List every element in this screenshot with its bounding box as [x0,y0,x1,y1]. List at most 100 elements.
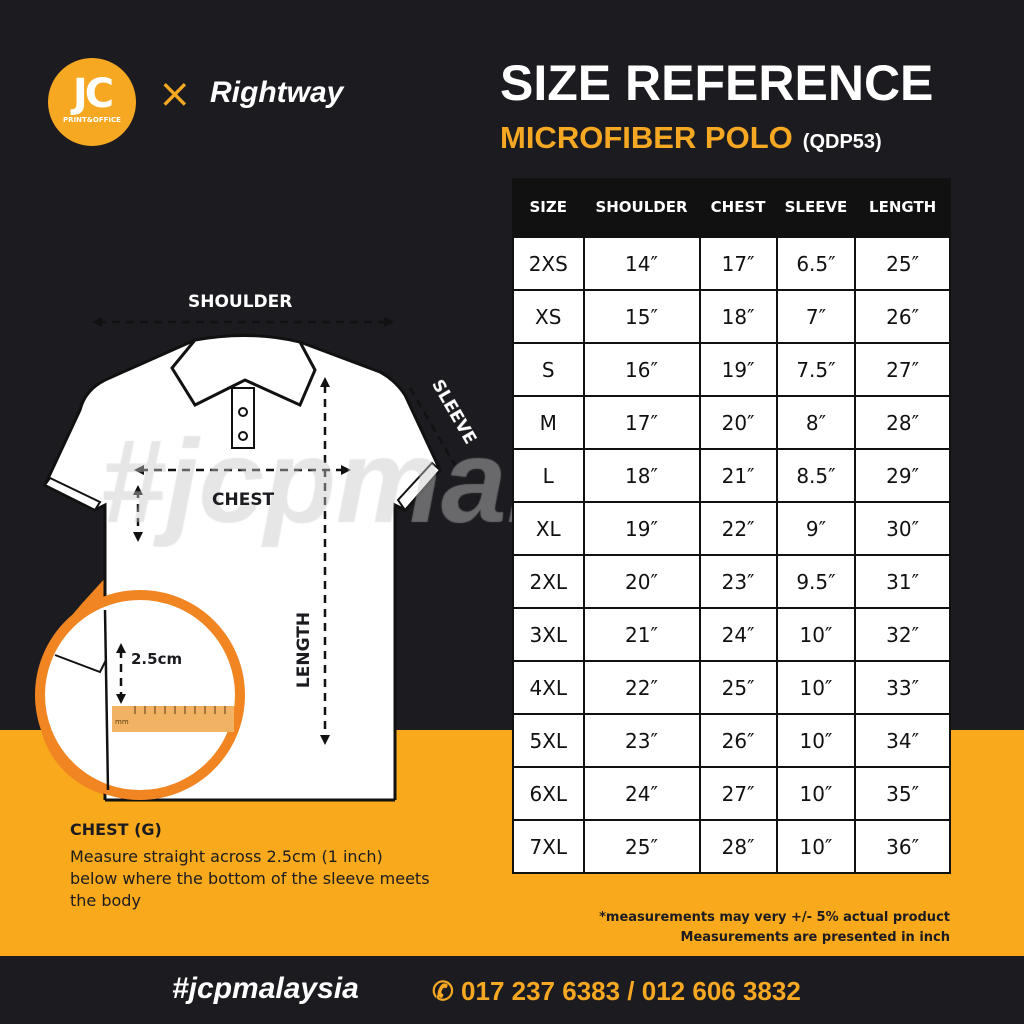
size-cell: 5XL [512,713,585,768]
size-table: SIZE SHOULDER CHEST SLEEVE LENGTH 2XS 14″… [512,178,951,874]
length-cell: 32″ [854,607,951,662]
length-cell: 30″ [854,501,951,556]
sleeve-cell: 9″ [775,501,857,556]
shoulder-cell: 16″ [582,342,701,397]
chest-note-heading: CHEST (G) [70,820,162,839]
shoulder-cell: 18″ [582,448,701,503]
size-cell: 4XL [512,660,585,715]
table-row: 2XS 14″ 17″ 6.5″ 25″ [512,236,951,291]
chest-cell: 17″ [698,236,778,291]
collar [170,333,317,407]
chest-cell: 28″ [698,819,778,874]
shoulder-cell: 15″ [582,289,701,344]
cross-icon: × [158,71,192,117]
col-size: SIZE [529,198,568,216]
product-name: MICROFIBER POLO [500,120,793,155]
shoulder-cell: 20″ [582,554,701,609]
chest-label: CHEST [212,490,275,510]
size-cell: 3XL [512,607,585,662]
partner-logo: Rightway [210,76,344,109]
length-cell: 29″ [854,448,951,503]
size-cell: 7XL [512,819,585,874]
footer-hashtag: #jcpmalaysia [172,972,359,1005]
measurement-notes: *measurements may very +/- 5% actual pro… [599,908,950,948]
length-cell: 27″ [854,342,951,397]
shoulder-cell: 14″ [582,236,701,291]
size-cell: XL [512,501,585,556]
col-chest: CHEST [710,198,766,216]
size-cell: 2XS [512,236,585,291]
table-header: SIZE SHOULDER CHEST SLEEVE LENGTH [513,178,950,237]
chest-cell: 24″ [698,607,778,662]
size-cell: 2XL [512,554,585,609]
chest-cell: 23″ [698,554,778,609]
chest-cell: 27″ [698,766,778,821]
chest-cell: 22″ [698,501,778,556]
col-shoulder: SHOULDER [595,198,688,216]
size-cell: 6XL [512,766,585,821]
shoulder-cell: 23″ [582,713,701,768]
length-cell: 25″ [854,236,951,291]
shoulder-cell: 17″ [582,395,701,450]
logo-subtext: PRINT&OFFICE [63,116,121,124]
table-row: 2XL 20″ 23″ 9.5″ 31″ [512,554,951,609]
table-row: XL 19″ 22″ 9″ 30″ [512,501,951,556]
chest-cell: 25″ [698,660,778,715]
product-code: (QDP53) [802,131,882,153]
table-row: 6XL 24″ 27″ 10″ 35″ [512,766,951,821]
ruler-unit: mm [115,718,129,726]
sleeve-cell: 10″ [775,766,857,821]
ruler [112,706,234,732]
chest-note-text: Measure straight across 2.5cm (1 inch) b… [70,847,430,910]
sleeve-cell: 10″ [775,660,857,715]
note-tolerance: *measurements may very +/- 5% actual pro… [599,910,950,925]
length-cell: 31″ [854,554,951,609]
offset-label: 2.5cm [131,650,183,668]
table-row: 3XL 21″ 24″ 10″ 32″ [512,607,951,662]
phone-icon: ✆ [432,976,454,1006]
logo-text: JC [72,71,114,117]
length-cell: 35″ [854,766,951,821]
sleeve-cell: 10″ [775,713,857,768]
sleeve-cell: 7.5″ [775,342,857,397]
subtitle-line: MICROFIBER POLO (QDP53) [500,120,882,156]
sleeve-cell: 9.5″ [775,554,857,609]
length-cell: 28″ [854,395,951,450]
size-cell: L [512,448,585,503]
footer-phone: ✆ 017 237 6383 / 012 606 3832 [432,976,801,1007]
detail-circle [35,590,245,800]
jc-logo: JC PRINT&OFFICE [48,58,136,146]
note-unit: Measurements are presented in inch [680,930,950,945]
chest-cell: 18″ [698,289,778,344]
table-row: 4XL 22″ 25″ 10″ 33″ [512,660,951,715]
chest-cell: 19″ [698,342,778,397]
table-row: S 16″ 19″ 7.5″ 27″ [512,342,951,397]
length-cell: 33″ [854,660,951,715]
shoulder-label: SHOULDER [188,292,293,312]
length-label: LENGTH [294,611,315,689]
table-row: L 18″ 21″ 8.5″ 29″ [512,448,951,503]
col-length: LENGTH [869,198,937,216]
footer [0,956,1024,1024]
table-row: M 17″ 20″ 8″ 28″ [512,395,951,450]
shoulder-cell: 25″ [582,819,701,874]
length-cell: 26″ [854,289,951,344]
size-cell: XS [512,289,585,344]
shoulder-cell: 22″ [582,660,701,715]
table-row: 7XL 25″ 28″ 10″ 36″ [512,819,951,874]
table-row: XS 15″ 18″ 7″ 26″ [512,289,951,344]
sleeve-cell: 7″ [775,289,857,344]
phone-numbers: 017 237 6383 / 012 606 3832 [461,976,801,1006]
shoulder-cell: 19″ [582,501,701,556]
sleeve-cell: 6.5″ [775,236,857,291]
length-cell: 36″ [854,819,951,874]
shoulder-cell: 21″ [582,607,701,662]
size-cell: M [512,395,585,450]
sleeve-cell: 10″ [775,607,857,662]
chest-cell: 20″ [698,395,778,450]
chest-cell: 26″ [698,713,778,768]
page-title: SIZE REFERENCE [500,55,934,111]
shoulder-cell: 24″ [582,766,701,821]
sleeve-cell: 10″ [775,819,857,874]
col-sleeve: SLEEVE [784,198,848,216]
